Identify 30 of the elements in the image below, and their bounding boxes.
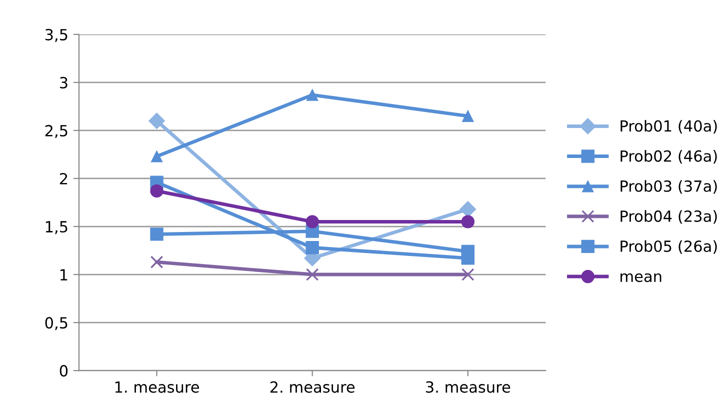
point [148,112,165,130]
point [462,110,474,122]
point [462,268,474,281]
point [461,215,474,228]
legend-label: Prob04 (23a) [620,210,717,224]
y-tick-label: 0,5 [45,317,68,330]
x-tick-label: 2. measure [270,381,355,393]
y-tick-label: 1 [60,269,68,280]
legend-label: Prob02 (46a) [620,150,717,164]
point [460,201,476,218]
point [150,228,164,241]
x-tick-label: 1. measure [115,381,199,393]
y-tick-label: 3 [60,76,68,88]
point [150,184,164,198]
point [150,150,163,162]
point [306,268,319,281]
legend-label: Prob03 (37a) [620,180,717,194]
point [150,256,164,268]
point [306,241,319,254]
legend-label: mean [620,273,662,282]
point [306,89,318,101]
y-tick-label: 1,5 [46,221,68,234]
y-tick-label: 3,5 [45,28,68,42]
legend-label: Prob05 (26a) [620,240,717,254]
y-tick-label: 2 [60,172,68,184]
x-tick-label: 3. measure [426,381,510,393]
y-tick-label: 0 [60,365,68,377]
point [306,215,319,228]
y-tick-label: 2,5 [45,124,68,138]
legend-label: Prob01 (40a) [620,120,717,134]
